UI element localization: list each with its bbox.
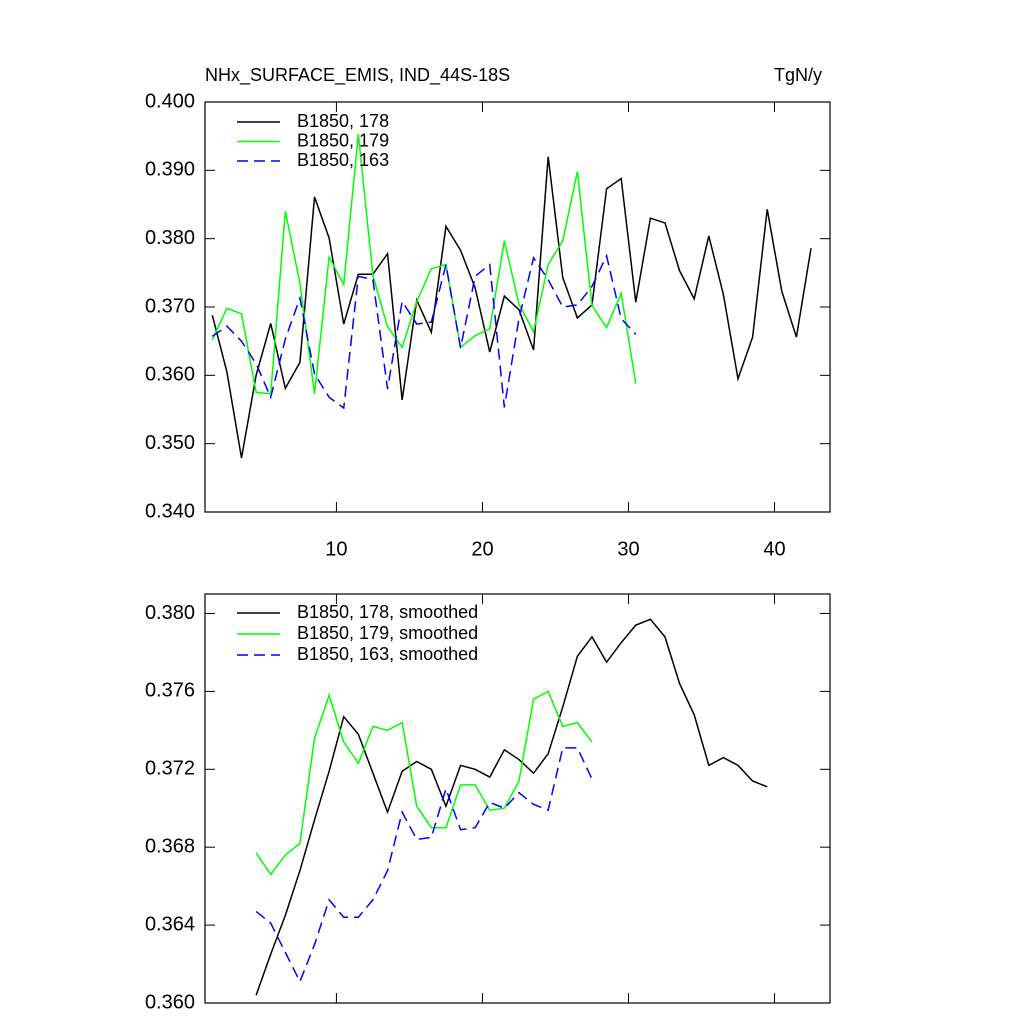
y-tick-label: 0.400	[145, 90, 195, 112]
y-tick-label: 0.372	[145, 758, 195, 780]
x-tick-label: 30	[617, 538, 639, 560]
legend-label: B1850, 178	[297, 111, 389, 131]
legend-label: B1850, 179, smoothed	[297, 623, 478, 643]
series-line	[255, 747, 593, 984]
series-line	[211, 156, 812, 459]
y-tick-label: 0.350	[145, 432, 195, 454]
chart-title: NHx_SURFACE_EMIS, IND_44S-18S	[205, 65, 510, 86]
x-tick-label: 40	[763, 538, 785, 560]
legend-label: B1850, 163	[297, 150, 389, 170]
series-line	[211, 134, 637, 395]
units-label: TgN/y	[774, 65, 822, 85]
x-tick-label: 20	[471, 538, 493, 560]
series-line	[255, 618, 768, 996]
y-tick-label: 0.340	[145, 500, 195, 522]
y-tick-label: 0.380	[145, 227, 195, 249]
plot-frame	[204, 593, 831, 1004]
series-line	[255, 690, 593, 876]
x-tick-label: 10	[325, 538, 347, 560]
legend-label: B1850, 163, smoothed	[297, 644, 478, 664]
legend-label: B1850, 179	[297, 130, 389, 150]
y-tick-label: 0.370	[145, 295, 195, 317]
y-tick-label: 0.368	[145, 835, 195, 857]
legend-label: B1850, 178, smoothed	[297, 602, 478, 622]
y-tick-label: 0.364	[145, 913, 195, 935]
y-tick-label: 0.380	[145, 602, 195, 624]
y-tick-label: 0.390	[145, 159, 195, 181]
y-tick-label: 0.360	[145, 364, 195, 386]
y-tick-label: 0.376	[145, 680, 195, 702]
y-tick-label: 0.360	[145, 991, 195, 1013]
